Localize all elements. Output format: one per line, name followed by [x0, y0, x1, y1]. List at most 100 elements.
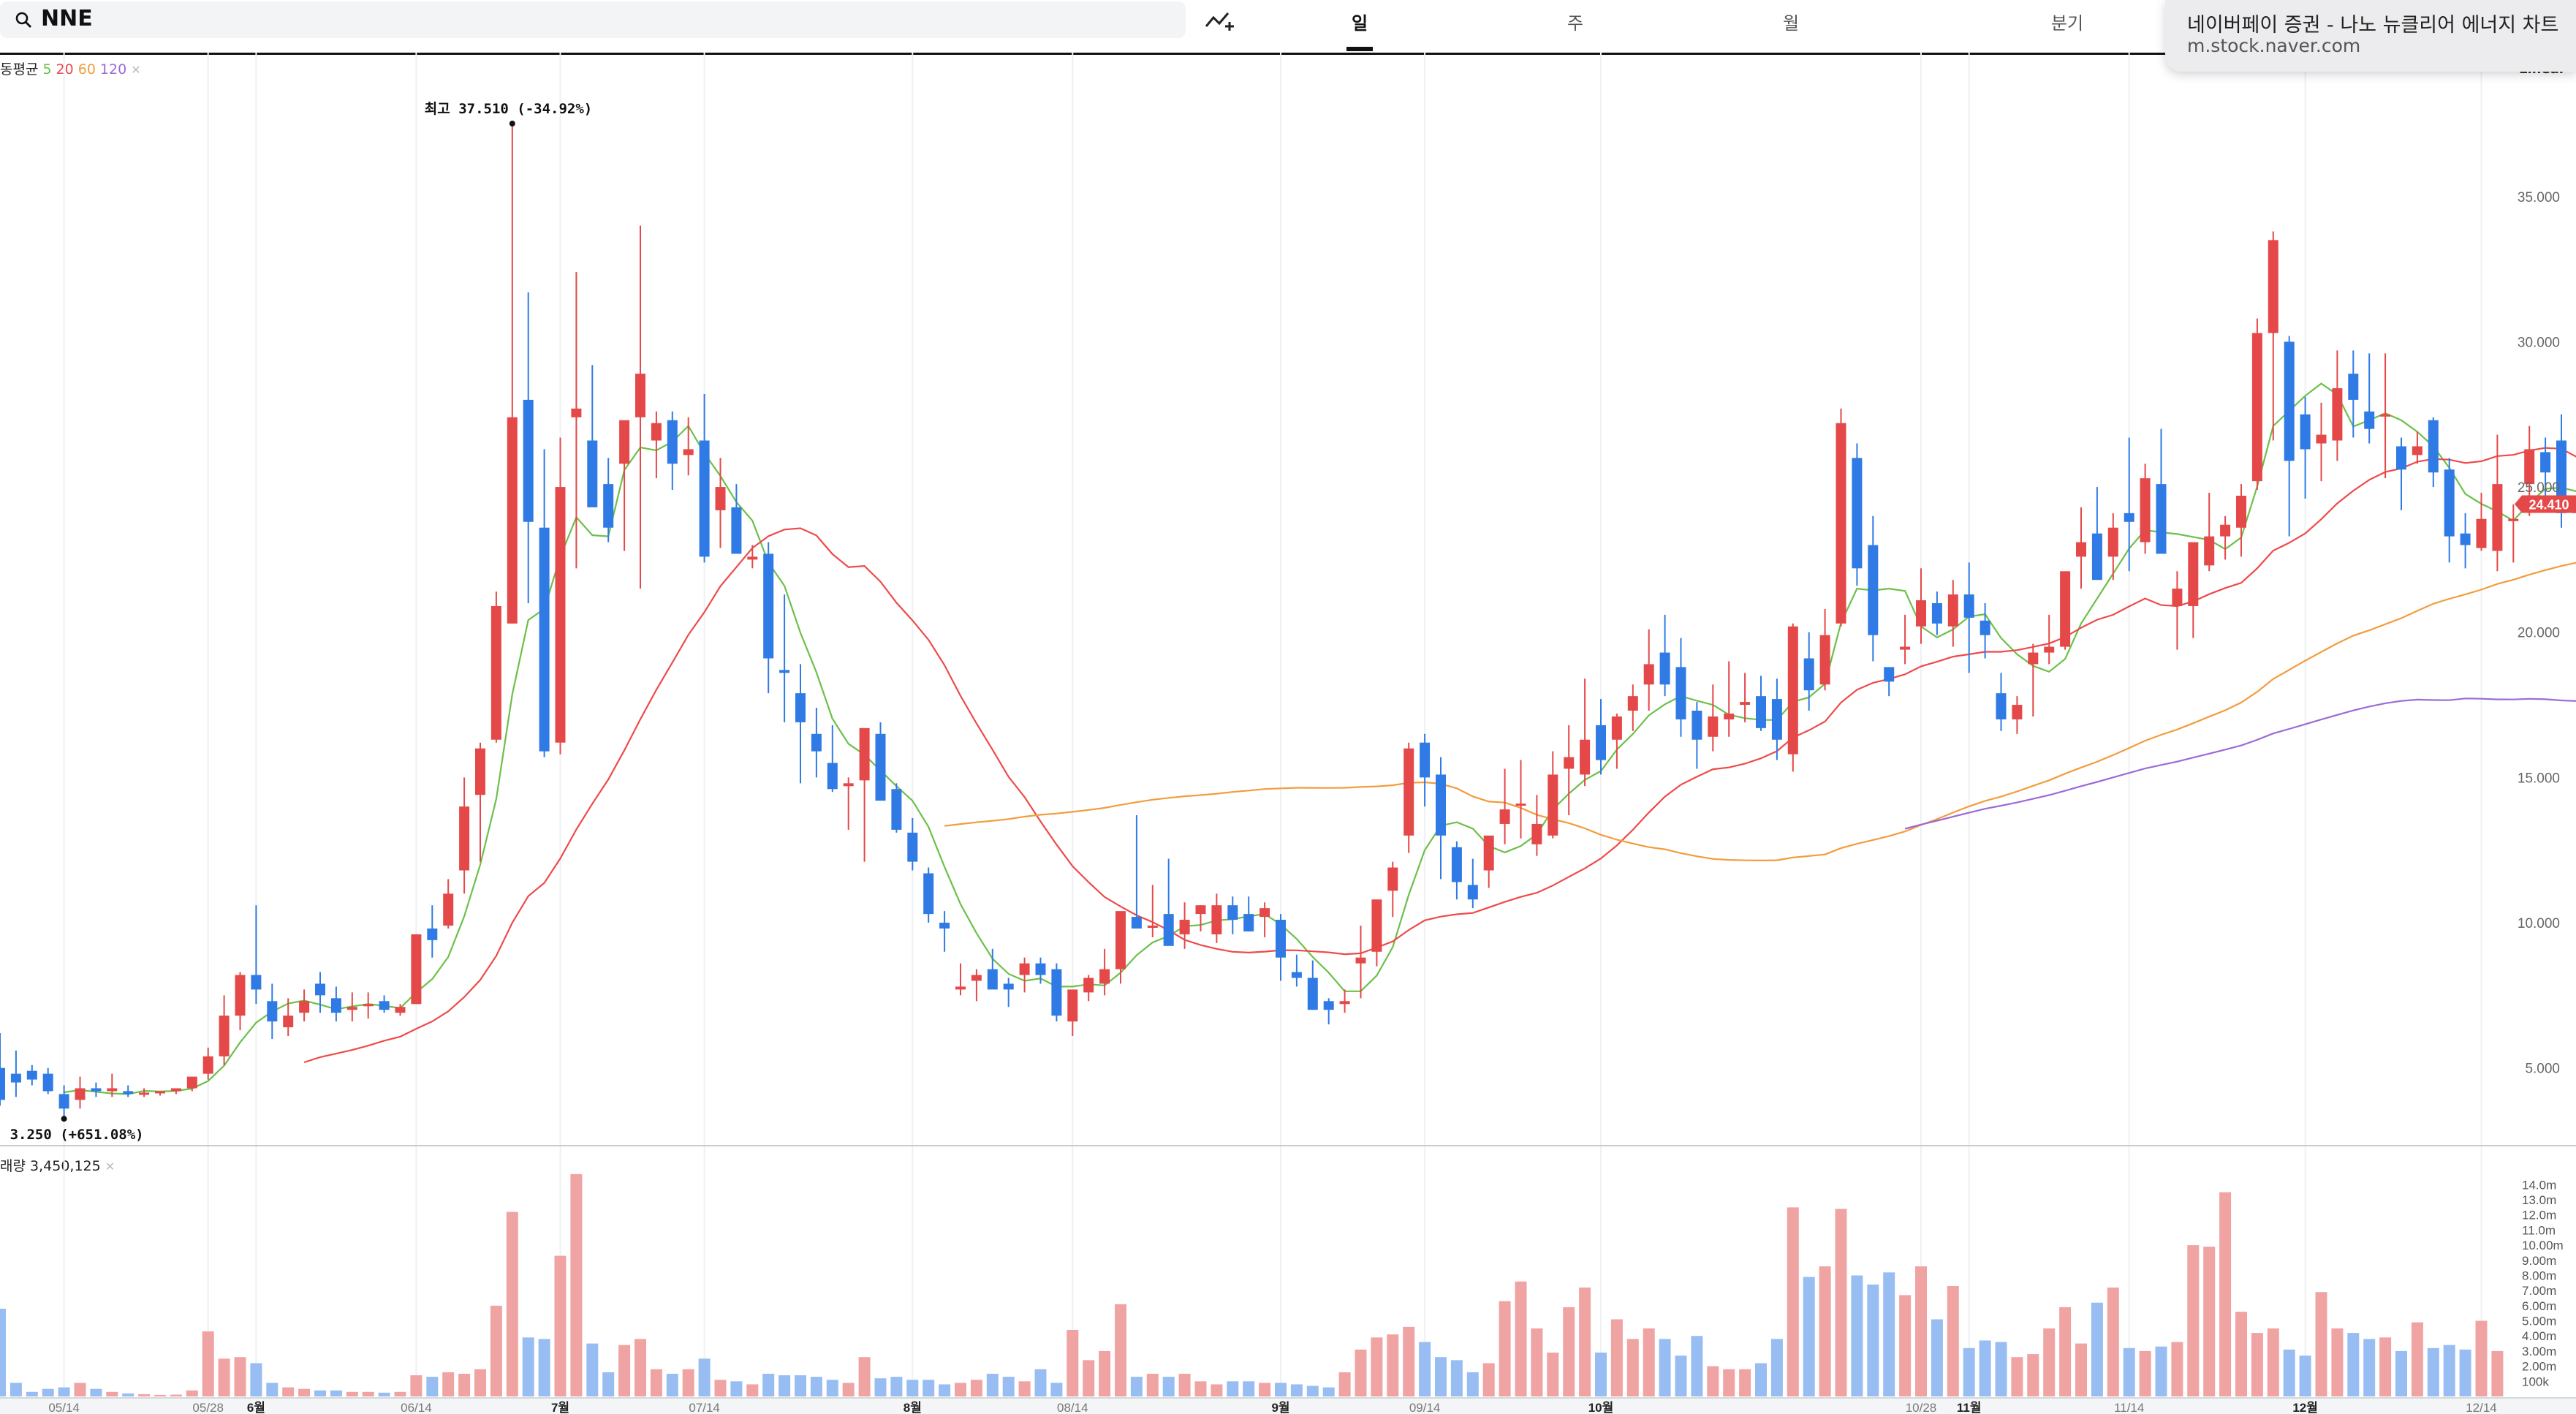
tab-month[interactable]: 월	[1782, 13, 1800, 34]
volume-bar	[538, 1339, 550, 1396]
x-tick-label: 09/14	[1409, 1401, 1441, 1414]
volume-bar	[1178, 1373, 1191, 1396]
volume-bar	[858, 1357, 871, 1396]
candle-body	[2492, 484, 2503, 551]
volume-bar	[795, 1375, 806, 1396]
candle-body	[1900, 646, 1911, 650]
volume-bar	[874, 1378, 887, 1396]
candle-body	[1868, 545, 1879, 635]
candle-body	[251, 975, 262, 990]
volume-bar	[2283, 1349, 2295, 1396]
notification-title: 네이버페이 증권 - 나노 뉴클리어 에너지 차트	[2187, 14, 2559, 37]
volume-bar	[1595, 1353, 1607, 1396]
volume-bar	[234, 1357, 246, 1396]
tab-day[interactable]: 일	[1351, 13, 1368, 34]
candle-body	[1436, 774, 1446, 836]
volume-bar	[1259, 1383, 1271, 1396]
candle-body	[186, 1076, 197, 1089]
volume-bar	[90, 1388, 102, 1396]
candle-body	[91, 1088, 102, 1092]
volume-tick-label: 9.00m	[2522, 1254, 2556, 1268]
volume-bar	[746, 1384, 759, 1396]
candle-body	[0, 1067, 5, 1100]
volume-bar	[2331, 1328, 2344, 1396]
candle-body	[779, 670, 790, 673]
volume-tick-label: 6.00m	[2522, 1299, 2556, 1313]
volume-bar	[346, 1391, 358, 1396]
candle-body	[459, 806, 470, 871]
volume-bar	[1306, 1385, 1319, 1396]
volume-bar	[138, 1394, 151, 1396]
candle-body	[2476, 518, 2487, 548]
candle-body	[330, 998, 341, 1013]
candle-body	[346, 1007, 357, 1010]
volume-bar	[602, 1372, 615, 1396]
volume-bar	[2459, 1349, 2471, 1396]
volume-tick-label: 4.00m	[2522, 1329, 2556, 1343]
candle-body	[315, 983, 325, 996]
last-price-tag	[2515, 495, 2576, 513]
volume-bar	[1531, 1328, 1543, 1396]
candle-body	[1195, 905, 1206, 915]
candle-body	[2428, 420, 2439, 473]
volume-bar	[1067, 1329, 1079, 1396]
low-annotation: 3.250 (+651.08%)	[10, 1127, 144, 1143]
volume-bar	[2091, 1302, 2103, 1396]
volume-bar	[202, 1331, 214, 1396]
candle-body	[635, 374, 645, 417]
candle-body	[123, 1091, 134, 1094]
tab-week[interactable]: 주	[1567, 13, 1584, 34]
ma-60-label: 60	[77, 61, 96, 77]
candle-body	[2220, 524, 2231, 537]
chart-type-icon[interactable]	[1203, 7, 1235, 34]
candle-body	[1627, 696, 1638, 711]
candle-body	[2251, 333, 2262, 482]
volume-bar	[74, 1383, 86, 1396]
volume-bar	[2475, 1320, 2488, 1396]
volume-bar	[906, 1380, 919, 1396]
candle-body	[1531, 823, 1542, 844]
volume-bar	[1643, 1328, 1655, 1396]
volume-settings-icon[interactable]: ✕	[105, 1160, 115, 1173]
moving-average-legend[interactable]: 동평균 5 20 60 120 ✕	[0, 58, 145, 78]
candle-body	[1931, 603, 1942, 624]
volume-bar	[330, 1390, 342, 1396]
ma-legend-label: 동평균	[0, 61, 39, 77]
volume-bar	[714, 1380, 727, 1396]
x-tick-label: 6월	[247, 1401, 265, 1414]
volume-bar	[2059, 1307, 2072, 1396]
candle-body	[1227, 905, 1238, 920]
volume-bar	[1755, 1363, 1767, 1396]
candle-body	[1724, 713, 1735, 719]
tab-quarter[interactable]: 분기	[2050, 13, 2084, 34]
volume-bar	[490, 1305, 502, 1396]
candle-body	[955, 986, 966, 990]
volume-bar	[1211, 1384, 1223, 1396]
volume-bar	[1130, 1377, 1143, 1396]
volume-bar	[378, 1392, 390, 1396]
candle-body	[1259, 908, 1270, 918]
volume-bar	[1979, 1340, 1991, 1396]
volume-bar	[1819, 1266, 1831, 1396]
volume-bar	[1194, 1381, 1207, 1396]
volume-bar	[1034, 1369, 1047, 1396]
candle-body	[1323, 1001, 1334, 1010]
volume-bar	[1563, 1307, 1575, 1396]
candle-body	[2300, 414, 2311, 450]
volume-bar	[1803, 1277, 1815, 1396]
volume-bar	[923, 1380, 935, 1396]
volume-bar	[1371, 1337, 1383, 1396]
candle-body	[443, 893, 454, 926]
share-notification[interactable]: 네이버페이 증권 - 나노 뉴클리어 에너지 차트 m.stock.naver.…	[2165, 0, 2576, 72]
candle-body	[1307, 978, 1318, 1010]
volume-tick-label: 13.0m	[2522, 1193, 2556, 1207]
ma-settings-icon[interactable]: ✕	[131, 63, 141, 77]
volume-bar	[2027, 1354, 2039, 1396]
volume-bar	[986, 1373, 999, 1396]
search-box[interactable]: NNE	[0, 1, 1186, 38]
candle-body	[1980, 620, 1990, 635]
candle-body	[395, 1007, 406, 1013]
candle-body	[475, 748, 485, 795]
candle-body	[1564, 757, 1575, 769]
